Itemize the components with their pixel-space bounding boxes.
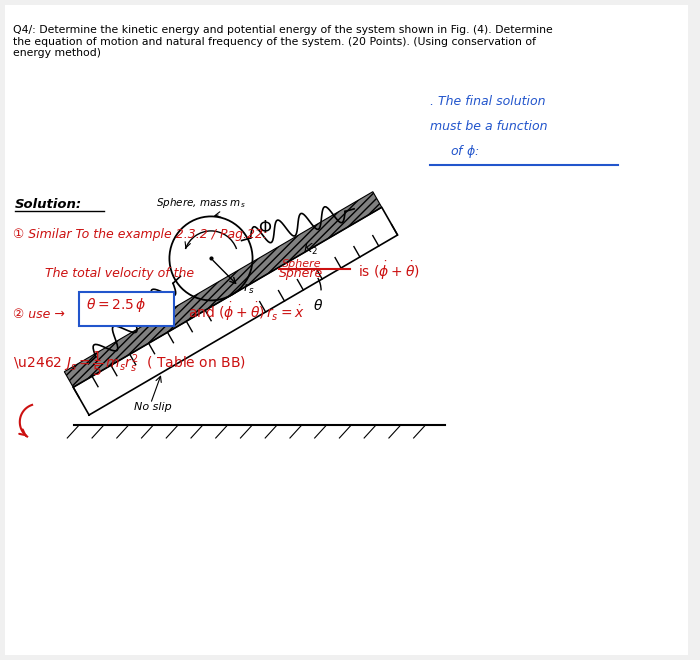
Text: Q4/: Determine the kinetic energy and potential energy of the system shown in Fi: Q4/: Determine the kinetic energy and po… (13, 25, 552, 58)
Text: $\Phi$: $\Phi$ (258, 219, 272, 238)
Text: No slip: No slip (134, 402, 172, 412)
Text: . The final solution: . The final solution (430, 95, 546, 108)
Text: $\theta$: $\theta$ (313, 298, 323, 313)
Text: $K_1$: $K_1$ (113, 291, 127, 306)
Text: $K_2$: $K_2$ (303, 242, 318, 257)
Text: ② use →: ② use → (13, 308, 64, 321)
Text: Solution:: Solution: (15, 198, 82, 211)
Text: \u2462 $J_s = \dfrac{1}{5}\,m_s r_s^2$  ( Table on BB): \u2462 $J_s = \dfrac{1}{5}\,m_s r_s^2$ (… (13, 349, 246, 378)
Polygon shape (64, 191, 382, 387)
Text: must be a function: must be a function (430, 120, 548, 133)
Text: Sphere: Sphere (279, 267, 323, 280)
Text: The total velocity of the: The total velocity of the (45, 267, 194, 280)
Text: and $(\dot{\phi}+\dot{\theta})\,r_s = \dot{x}$: and $(\dot{\phi}+\dot{\theta})\,r_s = \d… (188, 300, 304, 323)
Text: ① Similar To the example 2.3.2 / Pag.22:: ① Similar To the example 2.3.2 / Pag.22: (13, 228, 267, 241)
Text: is $(\dot{\phi} + \dot{\theta})$: is $(\dot{\phi} + \dot{\theta})$ (358, 259, 420, 282)
Text: Sphere: Sphere (282, 259, 321, 269)
Text: $r_s$: $r_s$ (243, 281, 254, 296)
Text: $\theta = 2.5\,\phi$: $\theta = 2.5\,\phi$ (86, 296, 146, 314)
Text: Sphere, mass $m_s$: Sphere, mass $m_s$ (156, 197, 246, 211)
FancyBboxPatch shape (79, 292, 174, 326)
Text: of $\phi$:: of $\phi$: (450, 143, 480, 160)
FancyBboxPatch shape (5, 5, 687, 655)
